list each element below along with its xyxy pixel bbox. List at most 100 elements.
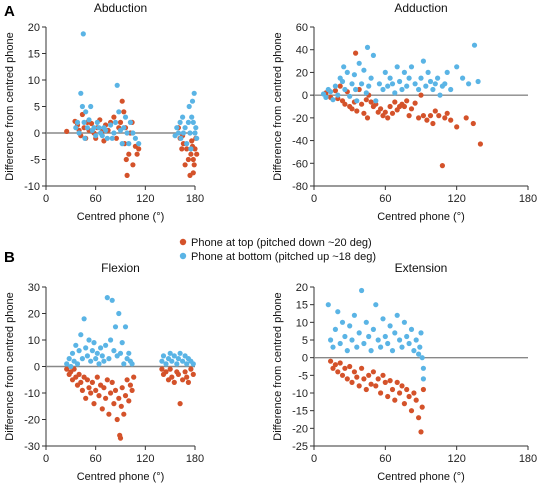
extension-bottom-point (378, 344, 384, 350)
adduction-top-point (448, 117, 454, 123)
extension-bottom-point (413, 337, 419, 343)
adduction-top-point (389, 110, 396, 116)
flexion-top-point (127, 382, 133, 388)
abduction-y-tick-label: 10 (28, 75, 40, 87)
extension-top-point (406, 393, 412, 400)
extension-y-tick-label: 0 (302, 353, 308, 365)
abduction-bottom-point (112, 119, 119, 125)
adduction-top-point (427, 113, 434, 119)
adduction-bottom-point (341, 64, 347, 70)
abduction-bottom-point (82, 135, 88, 141)
flexion-bottom-point (117, 350, 124, 356)
extension-y-tick-label: 5 (302, 335, 308, 347)
flexion-top-point (89, 379, 95, 385)
abduction-bottom-point (175, 130, 181, 136)
adduction-bottom-point (385, 83, 391, 89)
extension-top-point (375, 376, 381, 382)
abduction-bottom-point (108, 122, 114, 128)
adduction-bottom-point (389, 81, 396, 87)
adduction-bottom-point (363, 90, 369, 96)
extension-top-point (363, 386, 369, 393)
extension-bottom-point (330, 344, 336, 350)
abduction-bottom-point (180, 130, 186, 136)
abduction-bottom-point (188, 146, 194, 152)
extension-bottom-point (361, 340, 367, 347)
extension-y-tick-label: -10 (292, 388, 308, 400)
flexion-bottom-point (129, 361, 135, 367)
flexion-top-point (94, 374, 100, 380)
flexion-bottom-point (84, 353, 90, 359)
flexion-top-point (76, 371, 82, 377)
abduction-bottom-point (189, 114, 195, 120)
extension-bottom-point (408, 326, 415, 332)
abduction-bottom-point (136, 141, 142, 147)
flexion-top-point (190, 371, 196, 377)
adduction-bottom-point (466, 81, 472, 87)
extension-bottom-point (373, 302, 379, 308)
abduction-bottom-point (114, 82, 120, 88)
abduction-bottom-point (180, 114, 186, 120)
extension-top-point (373, 383, 379, 389)
extension-bottom-point (404, 333, 410, 340)
adduction-top-point (430, 120, 436, 127)
abduction-bottom-point (178, 135, 184, 141)
extension-bottom-point (417, 344, 423, 350)
adduction-bottom-point (394, 64, 400, 70)
abduction-x-tick-label: 180 (186, 193, 204, 205)
abduction-bottom-point (190, 119, 196, 125)
flexion-bottom-point (83, 345, 89, 351)
extension-top-point (356, 383, 362, 389)
adduction-top-point (364, 115, 371, 121)
abduction-bottom-point (88, 103, 94, 110)
extension-y-tick-label: -25 (292, 441, 308, 453)
abduction-bottom-point (192, 130, 198, 136)
adduction-bottom-point (332, 83, 338, 89)
abduction-top-point (117, 119, 124, 125)
abduction-y-tick-label: -5 (30, 155, 40, 167)
extension-top-point (385, 393, 391, 400)
extension-top-point (332, 362, 338, 368)
abduction-top-point (192, 146, 198, 152)
extension-bottom-point (325, 302, 331, 308)
adduction-top-point (442, 115, 448, 121)
extension-x-label: Centred phone (°) (377, 471, 465, 483)
extension-top-point (380, 372, 386, 378)
abduction-bottom-point (126, 141, 132, 147)
extension-bottom-point (370, 326, 376, 332)
extension-bottom-point (397, 337, 403, 343)
extension-top-point (354, 374, 360, 380)
adduction-bottom-point (425, 69, 431, 75)
flexion-top-point (106, 411, 112, 417)
flexion-x-tick-label: 180 (186, 453, 204, 465)
extension-bottom-point (387, 323, 393, 329)
flexion-top-point (117, 435, 124, 441)
flexion-bottom-point (160, 353, 167, 359)
abduction-bottom-point (109, 135, 115, 141)
flexion-top-point (91, 401, 97, 407)
extension-top-point (413, 397, 419, 403)
flexion-bottom-point (96, 361, 102, 367)
abduction-top-point (194, 151, 200, 157)
abduction-bottom-point (103, 127, 109, 133)
flexion-bottom-point (112, 324, 119, 330)
extension-bottom-point (363, 319, 369, 325)
extension-bottom-point (349, 337, 355, 343)
abduction-bottom-point (127, 119, 133, 125)
extension-y-tick-label: 15 (296, 300, 308, 312)
extension-top-point (368, 381, 374, 387)
abduction-y-tick-label: 15 (28, 49, 40, 61)
flexion-bottom-point (184, 361, 190, 367)
extension-top-point (328, 358, 334, 364)
abduction-bottom-point (121, 125, 127, 131)
extension-bottom-point (354, 344, 360, 350)
adduction-x-tick-label: 60 (379, 193, 391, 205)
extension-bottom-point (375, 337, 381, 343)
adduction-bottom-point (354, 98, 360, 104)
adduction-bottom-point (435, 75, 441, 81)
flexion-top-point (111, 401, 117, 407)
extension-top-point (382, 379, 388, 385)
adduction-top-point (439, 163, 445, 169)
abduction-top-point (88, 120, 95, 127)
extension-top-point (349, 379, 355, 385)
